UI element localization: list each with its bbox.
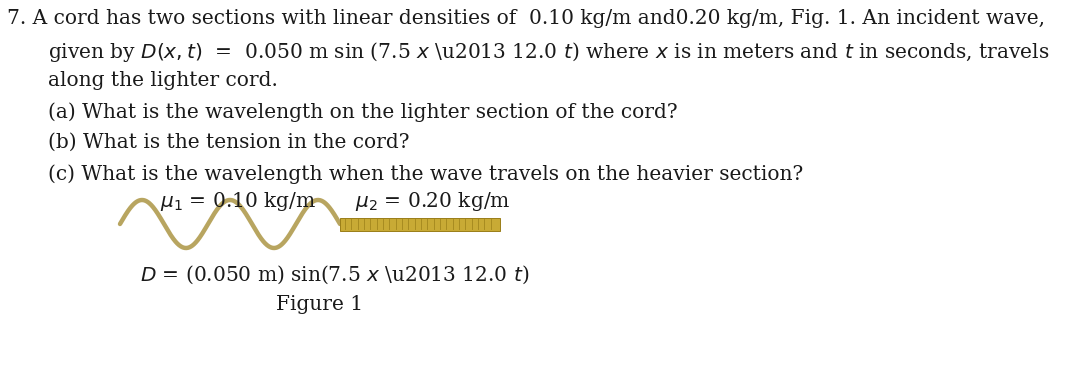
Text: $D$ = (0.050 m) sin(7.5 $x$ \u2013 12.0 $t$): $D$ = (0.050 m) sin(7.5 $x$ \u2013 12.0 … (140, 264, 529, 286)
Text: (a) What is the wavelength on the lighter section of the cord?: (a) What is the wavelength on the lighte… (48, 102, 677, 122)
Text: 7. A cord has two sections with linear densities of  0.10 kg/m and0.20 kg/m, Fig: 7. A cord has two sections with linear d… (6, 9, 1045, 28)
Text: along the lighter cord.: along the lighter cord. (48, 71, 278, 90)
Text: (b) What is the tension in the cord?: (b) What is the tension in the cord? (48, 133, 409, 152)
Text: (c) What is the wavelength when the wave travels on the heavier section?: (c) What is the wavelength when the wave… (48, 164, 804, 184)
Text: $\mu_2$ = 0.20 kg/m: $\mu_2$ = 0.20 kg/m (355, 190, 511, 213)
Text: Figure 1: Figure 1 (276, 295, 364, 314)
Bar (340, 217, 500, 230)
Text: given by $D(x, t)$  =  0.050 m sin (7.5 $x$ \u2013 12.0 $t$) where $x$ is in met: given by $D(x, t)$ = 0.050 m sin (7.5 $x… (48, 40, 1050, 64)
Text: $\mu_1$ = 0.10 kg/m: $\mu_1$ = 0.10 kg/m (160, 190, 316, 213)
